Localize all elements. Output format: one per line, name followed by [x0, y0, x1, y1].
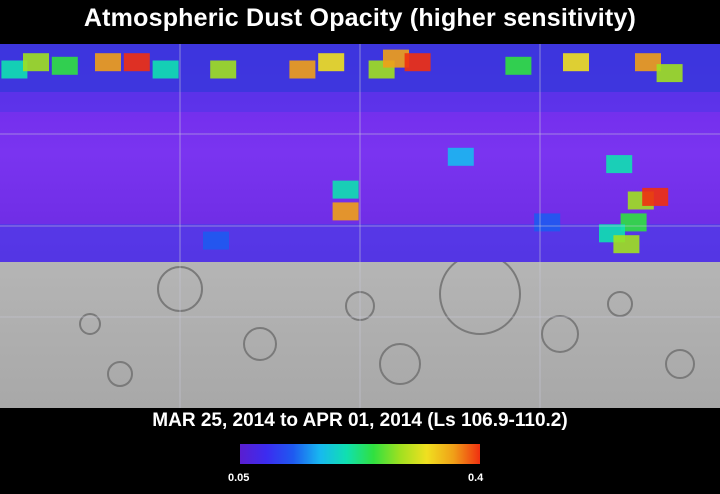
dust-cell — [152, 60, 179, 79]
crater — [79, 313, 101, 335]
crater — [107, 361, 133, 387]
dust-cell — [642, 187, 669, 206]
dust-cell — [447, 147, 474, 166]
dust-cell — [51, 56, 78, 75]
dust-cell — [318, 53, 345, 72]
dust-cell — [95, 53, 121, 72]
dust-cell — [332, 180, 359, 199]
dust-cell — [289, 60, 316, 79]
dust-cell — [404, 53, 431, 72]
lat-lon-grid — [0, 44, 720, 408]
crater — [607, 291, 633, 317]
dust-cell — [613, 235, 640, 254]
dust-cell — [656, 64, 683, 83]
dust-cell — [563, 53, 589, 72]
colorbar-max-label: 0.4 — [468, 472, 484, 484]
dust-cell — [123, 53, 150, 72]
dust-cell — [23, 53, 49, 72]
dust-cell — [505, 56, 532, 75]
mars-dust-map — [0, 44, 720, 408]
dust-cell — [210, 60, 237, 79]
colorbar-min-label: 0.05 — [228, 472, 250, 484]
dust-cell — [606, 155, 633, 174]
dust-cell — [534, 213, 561, 232]
crater — [379, 343, 421, 385]
date-range-label: MAR 25, 2014 to APR 01, 2014 (Ls 106.9-1… — [152, 410, 568, 431]
map-title: Atmospheric Dust Opacity (higher sensiti… — [83, 4, 637, 32]
dust-cell — [383, 49, 409, 68]
opacity-colorbar — [240, 444, 480, 464]
crater — [243, 327, 277, 361]
crater — [541, 315, 579, 353]
dust-cell — [332, 202, 359, 221]
dust-cell — [635, 53, 661, 72]
dust-cell — [1, 60, 28, 79]
dust-cells — [1, 49, 683, 254]
crater — [665, 349, 695, 379]
dust-cell — [203, 231, 229, 250]
dust-cell — [620, 213, 647, 232]
